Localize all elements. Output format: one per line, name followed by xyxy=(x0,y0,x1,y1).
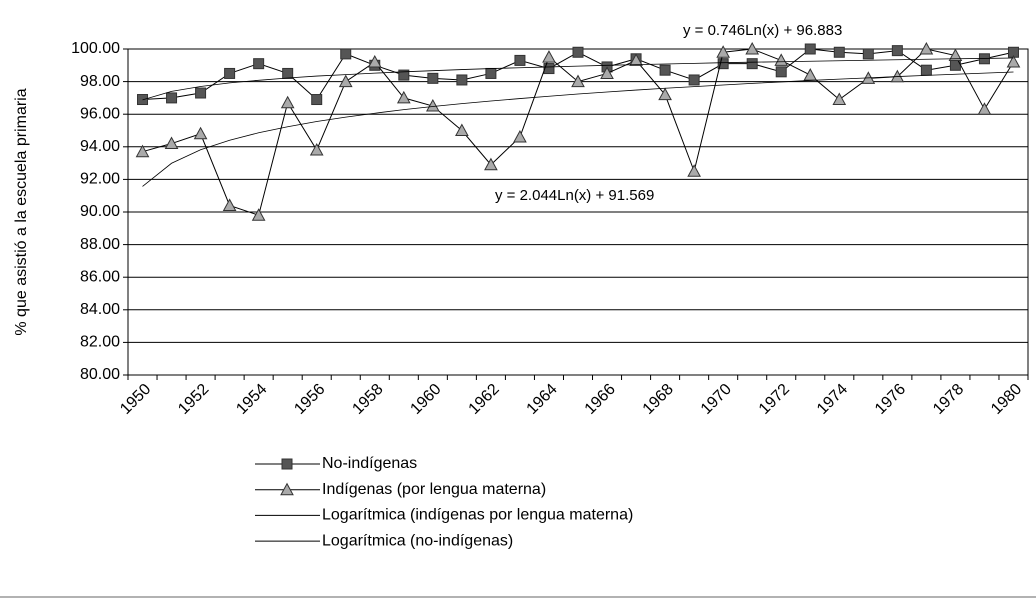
marker-triangle xyxy=(687,164,701,177)
marker-triangle xyxy=(803,68,818,81)
x-tick-label: 1968 xyxy=(640,381,677,418)
marker-triangle xyxy=(396,90,411,104)
y-tick-label: 96.00 xyxy=(80,105,120,122)
marker-square xyxy=(195,87,207,99)
marker-square xyxy=(891,45,903,57)
marker-square xyxy=(514,54,526,66)
x-tick-label: 1974 xyxy=(814,381,851,418)
x-tick-label: 1970 xyxy=(698,381,735,418)
marker-triangle xyxy=(919,41,934,55)
y-tick-label: 94.00 xyxy=(80,138,120,155)
marker-square xyxy=(166,92,178,104)
marker-triangle xyxy=(280,95,295,109)
y-tick-label: 98.00 xyxy=(80,73,120,90)
marker-triangle xyxy=(774,53,789,66)
marker-triangle xyxy=(716,45,731,58)
y-tick-label: 80.00 xyxy=(80,366,120,383)
marker-triangle xyxy=(484,157,498,171)
marker-triangle xyxy=(513,129,527,143)
marker-square xyxy=(340,48,352,60)
legend-label: Logarítmica (no-indígenas) xyxy=(322,532,513,549)
y-tick-label: 82.00 xyxy=(80,334,120,351)
marker-square xyxy=(485,67,497,79)
marker-triangle xyxy=(1006,54,1021,68)
legend-label: Logarítmica (indígenas por lengua matern… xyxy=(322,507,633,524)
marker-square xyxy=(224,67,236,79)
marker-triangle xyxy=(600,66,614,79)
y-tick-label: 84.00 xyxy=(80,301,120,318)
marker-triangle xyxy=(745,41,760,55)
marker-square xyxy=(427,72,439,84)
marker-triangle xyxy=(571,74,585,88)
y-tick-label: 90.00 xyxy=(80,203,120,220)
y-axis-label: % que asistió a la escuela primaria xyxy=(13,88,30,335)
marker-triangle xyxy=(164,136,179,150)
marker-triangle xyxy=(977,102,992,115)
marker-square xyxy=(572,46,584,58)
x-tick-label: 1966 xyxy=(582,381,619,418)
marker-square xyxy=(281,458,293,470)
marker-square xyxy=(543,63,555,75)
marker-square xyxy=(253,58,265,70)
x-tick-label: 1980 xyxy=(988,381,1025,418)
marker-square xyxy=(775,66,787,78)
marker-triangle xyxy=(832,92,847,106)
legend-label: Indígenas (por lengua materna) xyxy=(322,481,546,498)
marker-square xyxy=(688,74,700,86)
marker-triangle xyxy=(455,123,469,136)
x-tick-label: 1960 xyxy=(407,381,444,418)
marker-triangle xyxy=(251,208,266,221)
marker-triangle xyxy=(338,74,353,88)
marker-square xyxy=(920,64,932,76)
x-tick-label: 1978 xyxy=(930,381,967,418)
marker-triangle xyxy=(135,144,150,158)
marker-triangle xyxy=(542,50,556,63)
marker-triangle xyxy=(367,54,382,68)
y-tick-label: 88.00 xyxy=(80,236,120,253)
marker-square xyxy=(862,48,874,60)
marker-square xyxy=(833,46,845,58)
marker-triangle xyxy=(658,87,672,101)
marker-triangle xyxy=(309,143,324,156)
y-tick-label: 92.00 xyxy=(80,171,120,188)
trend-line xyxy=(142,71,1014,187)
marker-square xyxy=(717,58,729,70)
x-tick-label: 1950 xyxy=(117,381,154,418)
legend-label: No-indígenas xyxy=(322,455,417,472)
marker-square xyxy=(398,69,410,81)
x-tick-label: 1958 xyxy=(349,381,386,418)
annotation: y = 2.044Ln(x) + 91.569 xyxy=(495,187,654,204)
marker-square xyxy=(659,64,671,76)
marker-square xyxy=(456,74,468,86)
x-tick-label: 1954 xyxy=(233,381,270,418)
marker-triangle xyxy=(629,53,643,66)
x-tick-label: 1956 xyxy=(291,381,328,418)
x-tick-label: 1962 xyxy=(466,381,503,418)
marker-square xyxy=(311,94,323,106)
y-tick-label: 100.00 xyxy=(71,40,120,57)
marker-triangle xyxy=(425,99,440,112)
x-tick-label: 1964 xyxy=(524,381,561,418)
trend-line xyxy=(142,57,1014,101)
x-tick-label: 1972 xyxy=(756,381,793,418)
x-tick-label: 1976 xyxy=(872,381,909,418)
marker-triangle xyxy=(280,482,294,496)
y-tick-label: 86.00 xyxy=(80,268,120,285)
marker-triangle xyxy=(948,48,963,62)
marker-triangle xyxy=(193,126,208,140)
marker-square xyxy=(804,43,816,55)
marker-square xyxy=(746,58,758,70)
marker-square xyxy=(282,67,294,79)
x-tick-label: 1952 xyxy=(175,381,212,418)
marker-triangle xyxy=(222,198,237,211)
annotation: y = 0.746Ln(x) + 96.883 xyxy=(683,22,842,39)
